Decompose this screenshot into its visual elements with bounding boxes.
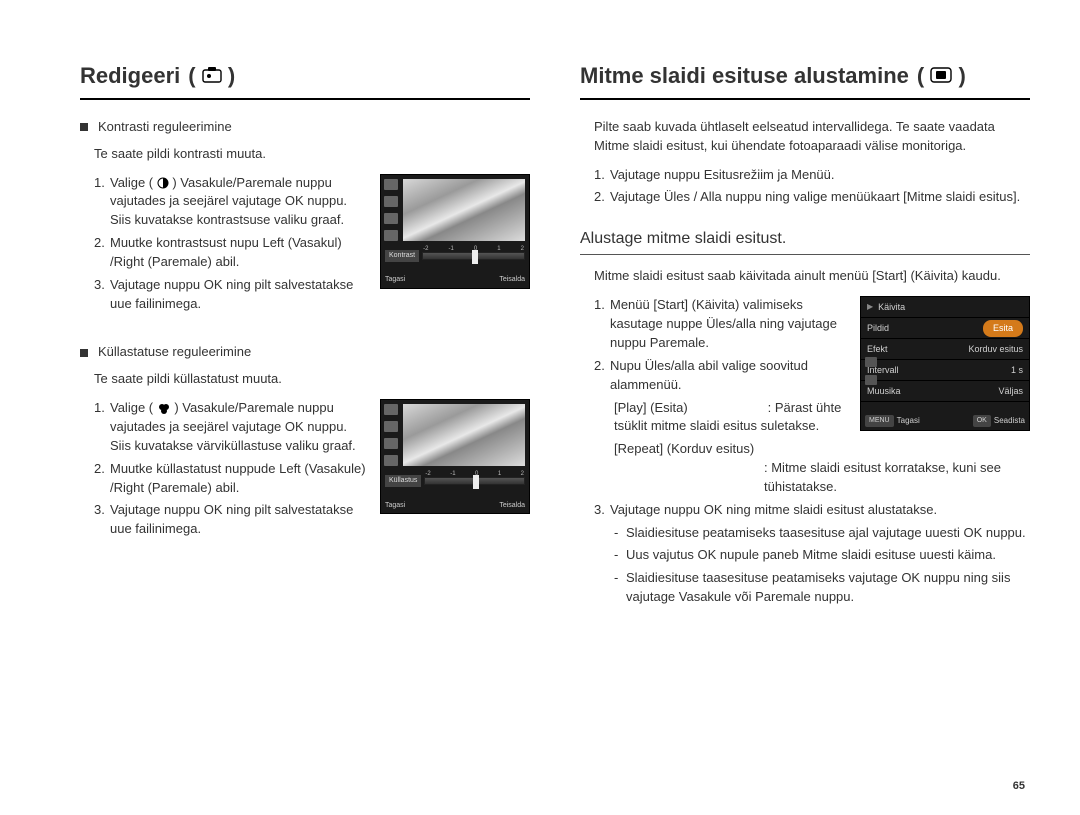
kontrast-desc: Te saate pildi kontrasti muuta. <box>94 145 530 164</box>
page-number: 65 <box>1013 779 1025 795</box>
foot-move: Teisalda <box>499 275 525 285</box>
heading-slaidi: Mitme slaidi esituse alustamine ( ) <box>580 60 1030 100</box>
kontrast-step: Valige ( ) Vasakule/Paremale nuppu vajut… <box>94 174 366 231</box>
camera-screenshot-kullastatus: Küllastus -2 -1 0 1 2 <box>380 399 530 514</box>
kontrast-title: Kontrasti reguleerimine <box>80 118 530 137</box>
slider-label: Küllastus <box>385 475 421 487</box>
section-kullastatus: Küllastatuse reguleerimine Te saate pild… <box>80 343 530 543</box>
kontrast-step: Vajutage nuppu OK ning pilt salvestataks… <box>94 276 366 314</box>
left-column: Redigeeri ( ) Kontrasti reguleerimine Te… <box>80 60 530 611</box>
kullastatus-steps: Valige ( ) Vasakule/Paremale nuppu vajut… <box>94 399 366 539</box>
heading-redigeeri: Redigeeri ( ) <box>80 60 530 100</box>
slaidi-intro-step: Vajutage nuppu Esitusrežiim ja Menüü. <box>594 166 1030 185</box>
kullastatus-step: Muutke küllastatust nuppude Left (Vasaku… <box>94 460 366 498</box>
camera-screenshot-kontrast: Kontrast -2 -1 0 1 2 <box>380 174 530 289</box>
alustage-step: Vajutage nuppu OK ning mitme slaidi esit… <box>594 501 1030 607</box>
foot-move: Teisalda <box>499 501 525 511</box>
alustage-step: Nupu Üles/alla abil valige soovitud alam… <box>594 357 1030 497</box>
kullastatus-desc: Te saate pildi küllastatust muuta. <box>94 370 530 389</box>
dash-item: Slaidiesituse peatamiseks taasesituse aj… <box>614 524 1030 543</box>
kullastatus-step: Vajutage nuppu OK ning pilt salvestataks… <box>94 501 366 539</box>
option-play-label: [Play] (Esita) <box>614 399 764 418</box>
slider-label: Kontrast <box>385 250 419 262</box>
option-repeat-label: [Repeat] (Korduv esitus) <box>614 441 754 456</box>
heading-slaidi-text: Mitme slaidi esituse alustamine <box>580 60 909 92</box>
saturation-circles-icon <box>157 403 171 415</box>
heading-redigeeri-text: Redigeeri <box>80 60 180 92</box>
foot-back: Tagasi <box>385 275 405 285</box>
edit-icon: ( ) <box>188 60 235 92</box>
kontrast-steps: Valige ( ) Vasakule/Paremale nuppu vajut… <box>94 174 366 314</box>
contrast-circle-icon <box>157 177 169 189</box>
alustage-step: Menüü [Start] (Käivita) valimiseks kasut… <box>594 296 1030 353</box>
square-bullet-icon <box>80 123 88 131</box>
slaidi-intro-steps: Vajutage nuppu Esitusrežiim ja Menüü. Va… <box>594 166 1030 208</box>
slaidi-intro-step: Vajutage Üles / Alla nuppu ning valige m… <box>594 188 1030 207</box>
kullastatus-step: Valige ( ) Vasakule/Paremale nuppu vajut… <box>94 399 366 456</box>
right-column: Mitme slaidi esituse alustamine ( ) Pilt… <box>580 60 1030 611</box>
alustage-steps: Menüü [Start] (Käivita) valimiseks kasut… <box>594 296 1030 607</box>
dash-item: Slaidiesituse taasesituse peatamiseks va… <box>614 569 1030 607</box>
sub-intro: Mitme slaidi esitust saab käivitada ainu… <box>594 267 1030 286</box>
dash-item: Uus vajutus OK nupule paneb Mitme slaidi… <box>614 546 1030 565</box>
kontrast-title-text: Kontrasti reguleerimine <box>98 118 232 137</box>
subheading-alustage: Alustage mitme slaidi esitust. <box>580 227 1030 255</box>
slideshow-icon: ( ) <box>917 60 966 92</box>
square-bullet-icon <box>80 349 88 357</box>
kullastatus-title: Küllastatuse reguleerimine <box>80 343 530 362</box>
kullastatus-title-text: Küllastatuse reguleerimine <box>98 343 251 362</box>
slaidi-intro: Pilte saab kuvada ühtlaselt eelseatud in… <box>594 118 1030 156</box>
foot-back: Tagasi <box>385 501 405 511</box>
kontrast-step: Muutke kontrastsust nupu Left (Vasakul) … <box>94 234 366 272</box>
section-kontrast: Kontrasti reguleerimine Te saate pildi k… <box>80 118 530 318</box>
option-repeat-text: : Mitme slaidi esitust korratakse, kuni … <box>764 460 1001 494</box>
